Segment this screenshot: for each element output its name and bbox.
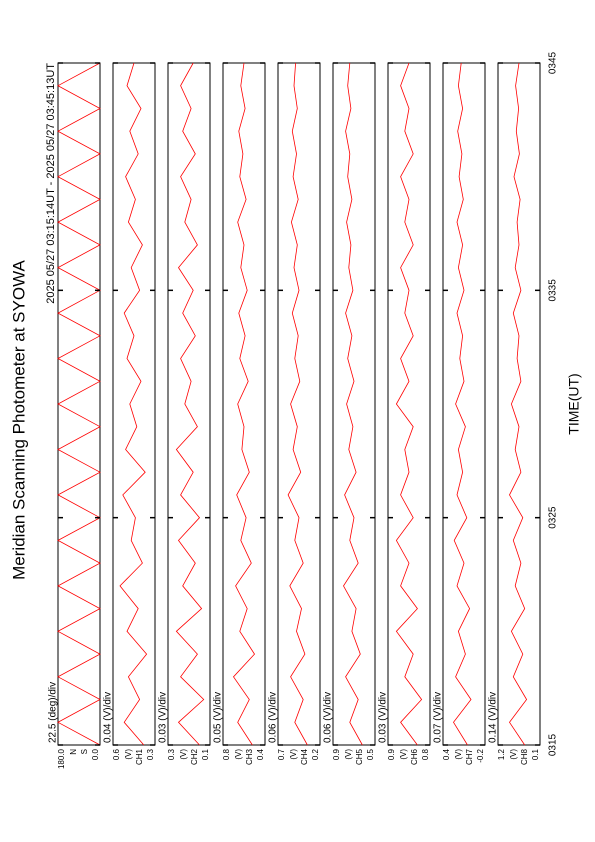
y-axis-label: CH1 — [135, 748, 144, 765]
panel-annotation: 0.04 (V)/div — [103, 692, 114, 743]
panel-annotation: 0.05 (V)/div — [213, 692, 224, 743]
panel-annotation: 0.06 (V)/div — [323, 692, 334, 743]
y-axis-label: CH3 — [245, 748, 254, 765]
x-tick-label: 0345 — [548, 51, 559, 74]
y-axis-label: CH8 — [520, 748, 529, 765]
x-tick-label: 0315 — [548, 733, 559, 756]
y-axis-label: (V) — [509, 749, 518, 760]
x-tick-label: 0335 — [548, 279, 559, 302]
panel-frame — [277, 62, 321, 746]
data-line — [395, 62, 423, 746]
y-tick-label: 0.3 — [146, 748, 155, 760]
y-tick-label: 0.8 — [421, 748, 430, 760]
panel-frame — [387, 62, 431, 746]
y-tick-label: 0.4 — [442, 748, 451, 760]
y-tick-label: 0.0 — [91, 748, 100, 760]
x-tick-label: 0325 — [548, 506, 559, 529]
panel-frame — [167, 62, 211, 746]
y-axis-label: (V) — [179, 749, 188, 760]
data-line — [343, 62, 363, 746]
y-axis-label: (V) — [399, 749, 408, 760]
y-axis-label: N — [69, 749, 78, 755]
y-axis-label: CH5 — [355, 748, 364, 765]
data-line — [509, 62, 528, 746]
y-tick-label: 1.2 — [497, 748, 506, 760]
y-axis-label: S — [80, 749, 89, 754]
y-axis-label: (V) — [289, 749, 298, 760]
y-axis-label: (V) — [454, 749, 463, 760]
data-line — [119, 62, 148, 746]
y-axis-label: (V) — [234, 749, 243, 760]
y-tick-label: 0.6 — [112, 748, 121, 760]
y-tick-label: 0.9 — [332, 748, 341, 760]
y-axis-label: CH6 — [410, 748, 419, 765]
y-axis-label: CH2 — [190, 748, 199, 765]
y-tick-label: 0.9 — [387, 748, 396, 760]
data-line — [287, 62, 308, 746]
y-tick-label: 0.8 — [222, 748, 231, 760]
y-axis-label: (V) — [124, 749, 133, 760]
panel-frame — [112, 62, 156, 746]
plot-area: Meridian Scanning Photometer at SYOWA 20… — [9, 51, 581, 769]
y-tick-label: 0.2 — [311, 748, 320, 760]
panel-frame — [332, 62, 376, 746]
data-line — [57, 62, 101, 746]
chart-title: Meridian Scanning Photometer at SYOWA — [9, 260, 28, 580]
panel-annotation: 0.07 (V)/div — [433, 692, 444, 743]
y-axis-label: (V) — [344, 749, 353, 760]
y-tick-label: 0.1 — [201, 748, 210, 760]
panel-annotation: 0.06 (V)/div — [268, 692, 279, 743]
panel-frame — [497, 62, 541, 746]
y-tick-label: 180.0 — [57, 748, 66, 769]
y-tick-label: 0.4 — [256, 748, 265, 760]
y-tick-label: 0.7 — [277, 748, 286, 760]
data-line — [232, 62, 256, 746]
panel-frame — [222, 62, 266, 746]
subtitle: 2025 05/27 03:15:14UT - 2025 05/27 03:45… — [45, 63, 57, 304]
y-axis-label: CH7 — [465, 748, 474, 765]
y-tick-label: 0.5 — [366, 748, 375, 760]
panel-annotation: 0.03 (V)/div — [158, 692, 169, 743]
panel-annotation: 0.03 (V)/div — [378, 692, 389, 743]
panel-annotation: 22.5 (deg)/div — [48, 682, 59, 743]
y-tick-label: 0.3 — [167, 748, 176, 760]
x-axis-label: TIME(UT) — [566, 373, 582, 434]
y-axis-label: CH4 — [300, 748, 309, 765]
data-line — [453, 62, 472, 746]
y-tick-label: -0.2 — [476, 748, 485, 762]
panel-frame — [442, 62, 486, 746]
y-tick-label: 0.1 — [531, 748, 540, 760]
panel-annotation: 0.14 (V)/div — [488, 692, 499, 743]
data-line — [175, 62, 205, 746]
